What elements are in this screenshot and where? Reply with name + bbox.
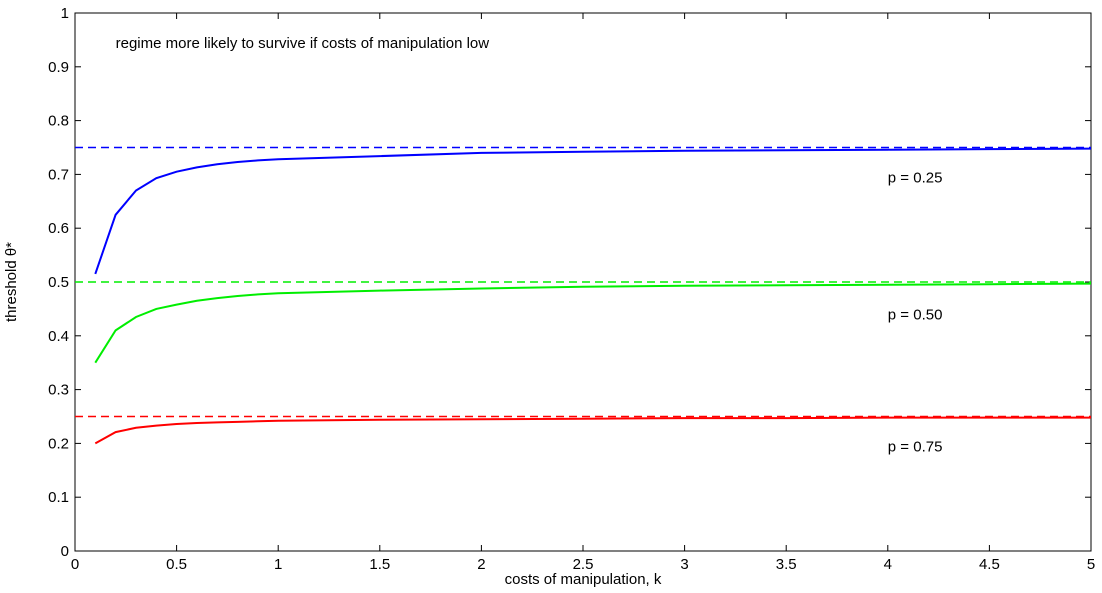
y-tick-label: 0.1	[48, 489, 69, 506]
y-tick-label: 0.7	[48, 166, 69, 183]
x-tick-label: 5	[1087, 556, 1095, 573]
y-tick-label: 0.6	[48, 220, 69, 237]
series-line-2	[94, 416, 1091, 445]
y-tick-label: 0.3	[48, 382, 69, 399]
series-line-1	[94, 282, 1092, 364]
y-tick-label: 0.8	[48, 113, 69, 130]
annotation-1: p = 0.25	[888, 169, 943, 186]
series-line-0	[94, 147, 1092, 275]
y-tick-label: 1	[61, 5, 69, 22]
y-tick-label: 0.9	[48, 59, 69, 76]
ticks-layer: 0 0.5 1 1.5 2 2.5 3 3.5 4 4.5 5 0 0.1 0.2 0.3 0.4 0.5 0.6…	[48, 5, 1095, 573]
annotations-layer: regime more likely to survive if costs o…	[116, 35, 943, 456]
x-tick-label: 3.5	[776, 556, 797, 573]
x-tick-label: 2	[477, 556, 485, 573]
y-axis-title: threshold θ*	[3, 242, 20, 322]
y-tick-label: 0.2	[48, 435, 69, 452]
x-tick-label: 4	[884, 556, 892, 573]
annotation-2: p = 0.50	[888, 307, 943, 324]
x-tick-label: 1	[274, 556, 282, 573]
annotation-0: regime more likely to survive if costs o…	[116, 35, 490, 52]
x-tick-label: 3	[680, 556, 688, 573]
y-tick-label: 0.4	[48, 328, 69, 345]
x-tick-label: 0	[71, 556, 79, 573]
x-tick-label: 2.5	[573, 556, 594, 573]
y-tick-label: 0	[61, 543, 69, 560]
lines-layer	[75, 146, 1092, 445]
x-tick-label: 0.5	[166, 556, 187, 573]
x-tick-label: 4.5	[979, 556, 1000, 573]
y-tick-label: 0.5	[48, 274, 69, 291]
x-axis-title: costs of manipulation, k	[505, 571, 662, 588]
x-tick-label: 1.5	[369, 556, 390, 573]
annotation-3: p = 0.75	[888, 438, 943, 455]
